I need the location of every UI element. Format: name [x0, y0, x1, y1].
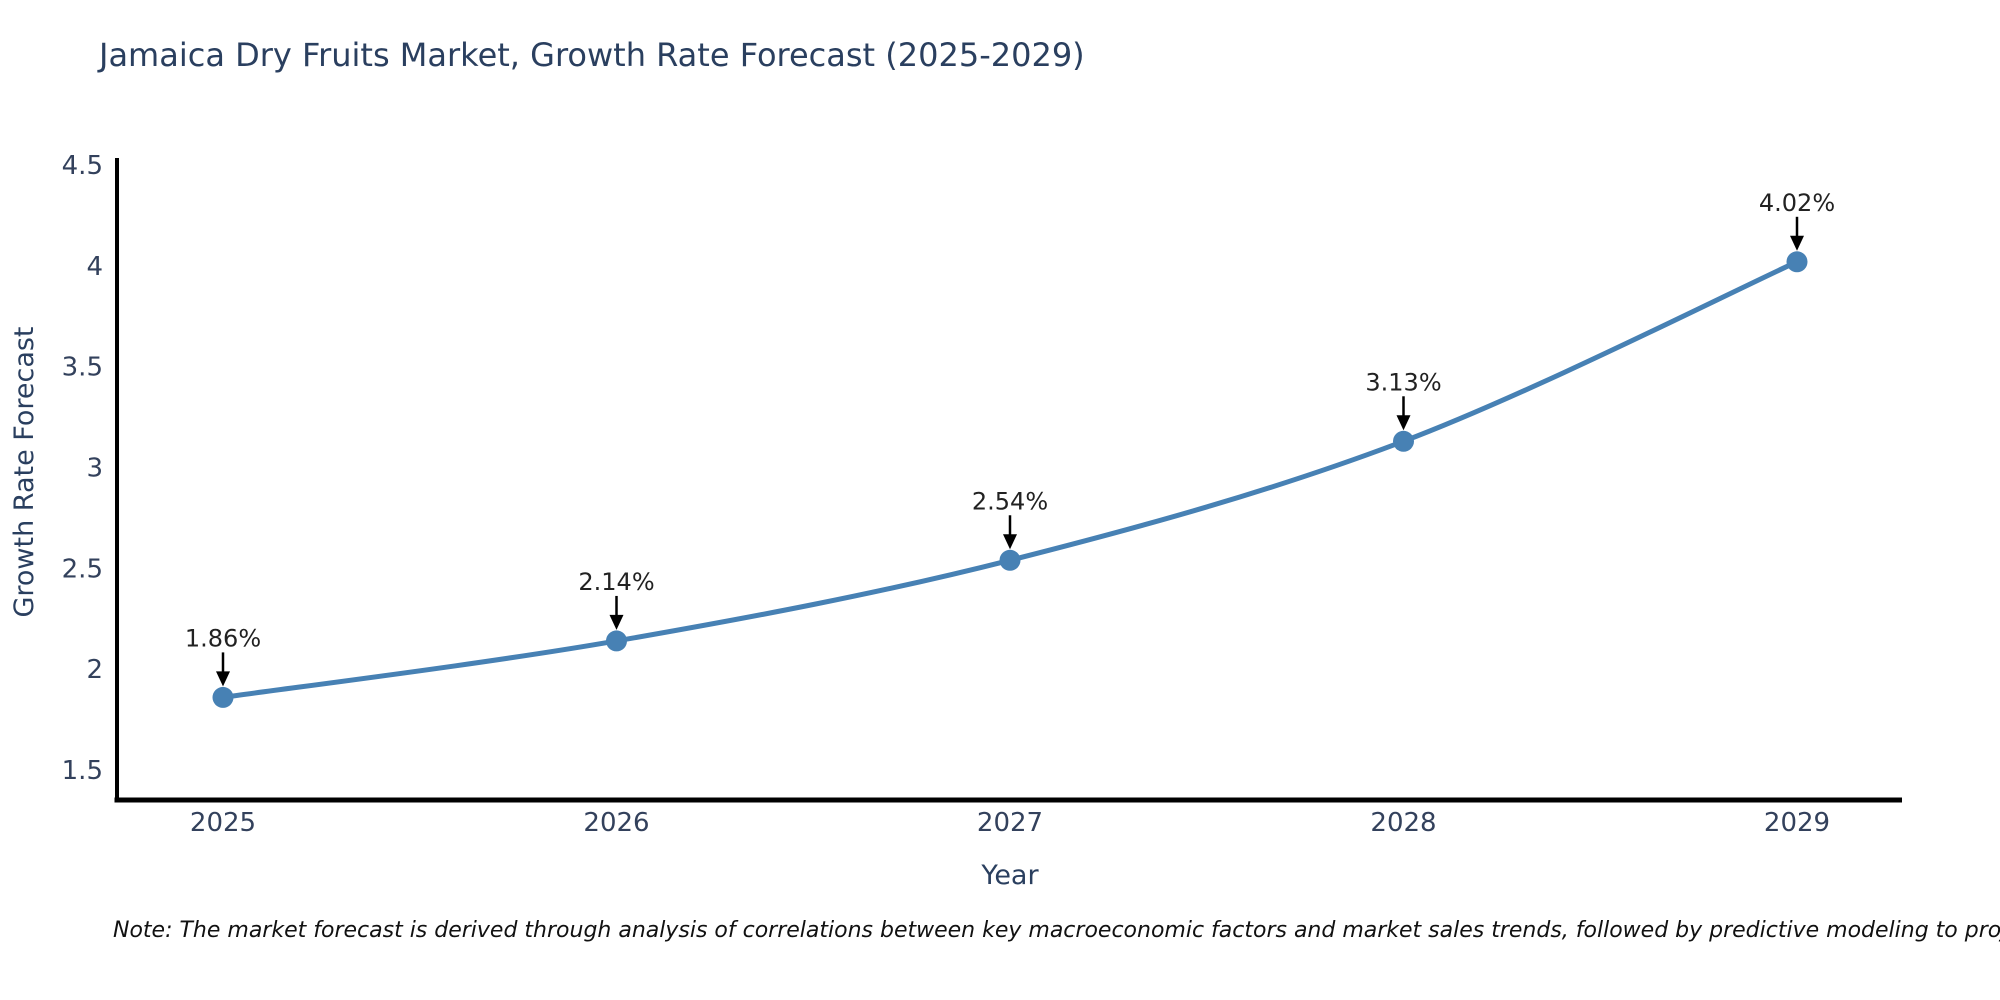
data-point-marker: [999, 549, 1021, 571]
data-point-marker: [606, 630, 627, 652]
y-tick-label: 2: [86, 655, 103, 685]
annotation-label: 4.02%: [1759, 189, 1835, 217]
annotation-arrowhead: [216, 671, 230, 687]
y-tick-label: 4: [86, 252, 103, 282]
y-tick-label: 2.5: [62, 554, 103, 584]
annotation-arrowhead: [1396, 415, 1411, 431]
footnote: Note: The market forecast is derived thr…: [113, 918, 2000, 943]
annotation-label: 2.14%: [578, 568, 654, 596]
annotation-arrowhead: [1003, 534, 1017, 550]
trend-line: [220, 259, 1800, 700]
data-point-marker: [212, 686, 234, 708]
chart-title: Jamaica Dry Fruits Market, Growth Rate F…: [99, 36, 1085, 74]
y-tick-label: 3.5: [62, 353, 103, 383]
annotation-arrowhead: [609, 614, 624, 630]
data-point-marker: [1393, 430, 1414, 452]
x-tick-label: 2025: [190, 808, 256, 838]
annotation-label: 3.13%: [1365, 368, 1441, 396]
x-tick-label: 2026: [583, 808, 649, 838]
y-tick-label: 3: [86, 454, 103, 484]
annotation-arrowhead: [1790, 235, 1804, 251]
x-tick-label: 2028: [1370, 808, 1436, 838]
data-point-marker: [1786, 251, 1808, 273]
y-tick-label: 4.5: [62, 151, 103, 181]
x-axis-title: Year: [981, 860, 1039, 891]
x-tick-label: 2029: [1764, 808, 1830, 838]
x-tick-label: 2027: [977, 808, 1043, 838]
annotation-label: 2.54%: [972, 487, 1048, 515]
annotation-label: 1.86%: [185, 624, 261, 652]
y-tick-label: 1.5: [62, 756, 103, 786]
